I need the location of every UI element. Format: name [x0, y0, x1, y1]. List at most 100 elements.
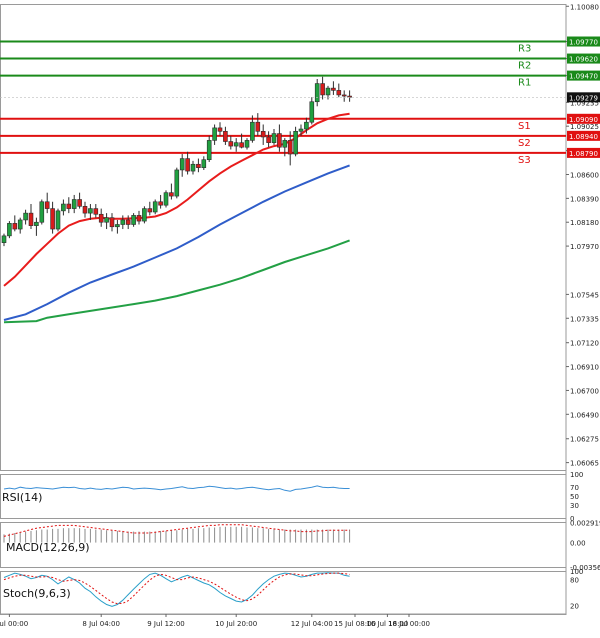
macd-histogram-bar [3, 534, 5, 543]
macd-histogram-bar [284, 529, 286, 543]
candle [39, 199, 45, 225]
candle [179, 154, 185, 177]
candle [77, 192, 82, 209]
candle-body [271, 133, 277, 143]
price-tick-label: 1.07970 [570, 243, 599, 251]
candle [55, 208, 61, 232]
candle [293, 126, 298, 157]
candle-body [98, 213, 104, 223]
candle [125, 215, 131, 230]
candle [98, 208, 104, 227]
macd-histogram-bar [35, 530, 37, 543]
candle [287, 131, 293, 166]
stoch-tick-label: 100 [570, 568, 583, 576]
time-tick-label: 10 Jul 20:00 [215, 620, 257, 628]
macd-histogram-bar [127, 531, 129, 543]
macd-histogram-bar [160, 530, 162, 543]
macd-histogram-bar [278, 529, 280, 543]
price-tick-label: 1.08600 [570, 171, 599, 179]
macd-histogram-bar [154, 531, 156, 543]
candle [66, 197, 72, 214]
candle-body [34, 221, 39, 226]
candle [12, 215, 18, 232]
candle [71, 194, 77, 214]
candle [23, 209, 28, 225]
macd-histogram-bar [116, 530, 118, 543]
macd-histogram-bar [57, 528, 59, 543]
macd-histogram-bar [219, 526, 221, 543]
candle-body [104, 217, 109, 223]
candle [250, 115, 255, 143]
candle-body [82, 206, 88, 214]
rsi-panel [0, 474, 567, 519]
macd-histogram-bar [338, 529, 340, 543]
stoch-tick-label: 20 [570, 602, 579, 610]
macd-histogram-bar [170, 530, 172, 543]
candle [158, 194, 163, 209]
candle-body [320, 83, 325, 96]
current-price-label: 1.09279 [569, 94, 598, 102]
candle [266, 131, 271, 148]
candle-body [223, 130, 228, 142]
candle [255, 113, 261, 136]
level-name-s2: S2 [518, 138, 531, 149]
candle-body [255, 121, 261, 132]
candle-body [304, 121, 309, 130]
ma-green-line [3, 239, 350, 324]
level-name-r3: R3 [518, 44, 531, 55]
macd-histogram-bar [165, 530, 167, 543]
macd-histogram-bar [187, 528, 189, 543]
macd-histogram-bar [176, 530, 178, 543]
candle-body [12, 223, 18, 230]
time-tick-label: 9 Jul 12:00 [147, 620, 185, 628]
candle [7, 221, 12, 239]
time-tick-label: 16 Jul 16:00 [366, 620, 408, 628]
macd-histogram-bar [84, 528, 86, 543]
macd-histogram-bar [197, 528, 199, 543]
candle [282, 138, 288, 157]
macd-histogram-bar [89, 528, 91, 543]
candle-body [336, 90, 342, 96]
candle-body [50, 208, 55, 230]
candle-body [152, 201, 158, 213]
price-tick-label: 1.06490 [570, 411, 599, 419]
candle-body [185, 158, 190, 172]
macd-histogram-bar [311, 529, 313, 543]
macd-histogram-bar [111, 530, 113, 543]
candle [298, 124, 304, 136]
candle-body [158, 201, 163, 206]
level-price-label-s2: 1.08940 [569, 133, 598, 141]
candle [196, 158, 201, 173]
current-price-box [567, 92, 600, 103]
macd-histogram-bar [14, 532, 16, 543]
candle [314, 79, 320, 107]
candle-body [260, 130, 266, 138]
stoch-signal-line [3, 572, 350, 605]
level-price-box-r1 [567, 70, 600, 81]
time-tick-label: 8 Jul 04:00 [82, 620, 120, 628]
candle-body [250, 121, 255, 141]
price-tick-label: 1.06700 [570, 387, 599, 395]
macd-histogram-bar [273, 528, 275, 543]
candle-body [341, 94, 347, 97]
candle-body [17, 219, 23, 230]
level-price-label-r1: 1.09470 [569, 73, 598, 81]
candle-body [55, 210, 61, 230]
macd-histogram-bar [316, 529, 318, 543]
macd-histogram-bar [343, 529, 345, 543]
candle-body [163, 192, 169, 206]
level-price-box-s1 [567, 113, 600, 124]
macd-histogram-bar [208, 527, 210, 543]
macd-histogram-bar [25, 531, 27, 543]
candle-body [93, 208, 99, 215]
candle-body [7, 223, 12, 237]
candle [309, 97, 315, 125]
macd-histogram-bar [349, 529, 351, 543]
candle-body [147, 208, 153, 213]
level-name-r2: R2 [518, 61, 531, 72]
candle [233, 138, 239, 152]
candle [239, 133, 244, 149]
candle [93, 204, 99, 218]
macd-histogram-bar [79, 528, 81, 543]
